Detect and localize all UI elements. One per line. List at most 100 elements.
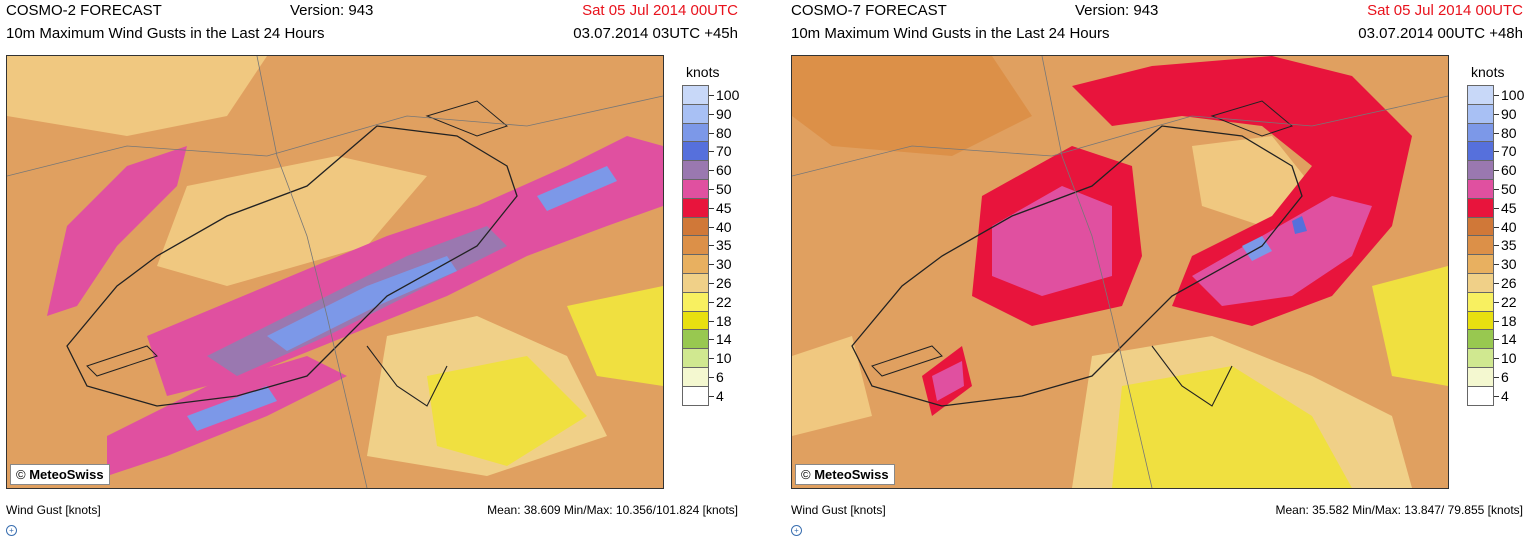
legend-tick <box>709 301 714 303</box>
legend-label: 35 <box>1501 237 1517 254</box>
legend-swatch <box>1467 348 1494 368</box>
legend-label: 80 <box>1501 124 1517 141</box>
legend-tick <box>1494 301 1499 303</box>
legend-label: 10 <box>716 350 732 367</box>
legend-swatch <box>682 103 709 124</box>
legend-swatch <box>682 160 709 180</box>
legend-tick <box>1494 151 1499 153</box>
legend-swatch <box>1467 291 1494 312</box>
legend-tick <box>1494 170 1499 172</box>
legend-label: 100 <box>716 87 740 103</box>
wind-gust-map[interactable]: © MeteoSwiss <box>6 55 664 489</box>
meteoswiss-credit: © MeteoSwiss <box>10 464 110 485</box>
valid-date: Sat 05 Jul 2014 00UTC <box>582 2 738 19</box>
legend-label: 14 <box>1501 331 1517 348</box>
legend-swatch <box>682 216 709 237</box>
legend-tick <box>1494 226 1499 228</box>
field-unit-label: Wind Gust [knots] <box>791 503 886 517</box>
legend-label: 60 <box>1501 162 1517 179</box>
legend-label: 80 <box>716 124 732 141</box>
legend-swatch <box>1467 367 1494 387</box>
legend-tick <box>1494 358 1499 360</box>
legend-label: 26 <box>1501 275 1517 291</box>
legend-label: 26 <box>716 275 732 291</box>
legend-tick <box>1494 264 1499 266</box>
forecast-panel-cosmo7: COSMO-7 FORECAST Version: 943 Sat 05 Jul… <box>785 0 1530 536</box>
wind-gust-map[interactable]: © MeteoSwiss <box>791 55 1449 489</box>
legend-label: 35 <box>716 237 732 254</box>
legend-tick <box>1494 113 1499 115</box>
legend-swatch <box>682 367 709 387</box>
legend-label: 70 <box>716 143 732 160</box>
legend-swatch <box>682 385 709 406</box>
legend-swatch <box>682 310 709 331</box>
run-time: 03.07.2014 00UTC +48h <box>1358 25 1523 42</box>
legend-tick <box>1494 245 1499 247</box>
legend-tick <box>1494 207 1499 209</box>
legend-tick <box>709 170 714 172</box>
legend-tick <box>1494 95 1499 96</box>
statistics-label: Mean: 35.582 Min/Max: 13.847/ 79.855 [kn… <box>1275 503 1524 517</box>
legend-swatch <box>1467 160 1494 180</box>
legend-label: 4 <box>716 387 724 404</box>
legend-tick <box>709 377 714 378</box>
legend-tick <box>709 189 714 190</box>
legend-swatch <box>1467 197 1494 218</box>
legend-tick <box>1494 395 1499 397</box>
legend-unit: knots <box>686 64 720 80</box>
legend-label: 90 <box>1501 105 1517 122</box>
version-label: Version: 943 <box>290 2 374 19</box>
legend-label: 30 <box>716 256 732 273</box>
map-graphic <box>7 56 663 488</box>
legend-swatch <box>1467 141 1494 162</box>
legend-swatch <box>1467 273 1494 293</box>
legend-swatch <box>682 197 709 218</box>
legend-tick <box>709 226 714 228</box>
legend-swatch <box>1467 122 1494 143</box>
legend-swatch <box>682 141 709 162</box>
model-title: COSMO-7 FORECAST <box>791 2 947 19</box>
model-title: COSMO-2 FORECAST <box>6 2 162 19</box>
legend-label: 22 <box>1501 293 1517 310</box>
legend-label: 30 <box>1501 256 1517 273</box>
legend-label: 18 <box>716 312 732 329</box>
legend-swatch <box>682 291 709 312</box>
forecast-panel-cosmo2: COSMO-2 FORECAST Version: 943 Sat 05 Jul… <box>0 0 745 536</box>
legend-tick <box>1494 320 1499 322</box>
legend-label: 90 <box>716 105 732 122</box>
legend-label: 45 <box>1501 199 1517 216</box>
legend-swatch <box>682 85 709 105</box>
legend-label: 14 <box>716 331 732 348</box>
field-title: 10m Maximum Wind Gusts in the Last 24 Ho… <box>791 25 1110 42</box>
legend-swatch <box>1467 235 1494 256</box>
version-label: Version: 943 <box>1075 2 1159 19</box>
legend-tick <box>709 151 714 153</box>
legend-swatch <box>1467 310 1494 331</box>
legend-tick <box>709 132 714 134</box>
statistics-label: Mean: 38.609 Min/Max: 10.356/101.824 [kn… <box>487 503 738 517</box>
meteoswiss-credit: © MeteoSwiss <box>795 464 895 485</box>
legend-swatch <box>682 235 709 256</box>
map-graphic <box>792 56 1448 488</box>
legend-label: 22 <box>716 293 732 310</box>
legend-label: 45 <box>716 199 732 216</box>
legend-swatch <box>682 254 709 274</box>
legend-label: 4 <box>1501 387 1509 404</box>
legend-label: 60 <box>716 162 732 179</box>
legend-label: 50 <box>1501 181 1517 197</box>
legend-swatch <box>1467 385 1494 406</box>
legend-swatch <box>682 273 709 293</box>
legend-tick <box>709 113 714 115</box>
zoom-icon[interactable]: + <box>6 525 17 536</box>
zoom-icon[interactable]: + <box>791 525 802 536</box>
valid-date: Sat 05 Jul 2014 00UTC <box>1367 2 1523 19</box>
legend-swatch <box>682 179 709 199</box>
legend-tick <box>709 339 714 341</box>
legend-label: 40 <box>716 218 732 235</box>
legend-label: 100 <box>1501 87 1525 103</box>
legend-unit: knots <box>1471 64 1505 80</box>
legend-swatch <box>1467 254 1494 274</box>
legend-tick <box>709 95 714 96</box>
legend-swatch <box>1467 216 1494 237</box>
legend-tick <box>1494 377 1499 378</box>
